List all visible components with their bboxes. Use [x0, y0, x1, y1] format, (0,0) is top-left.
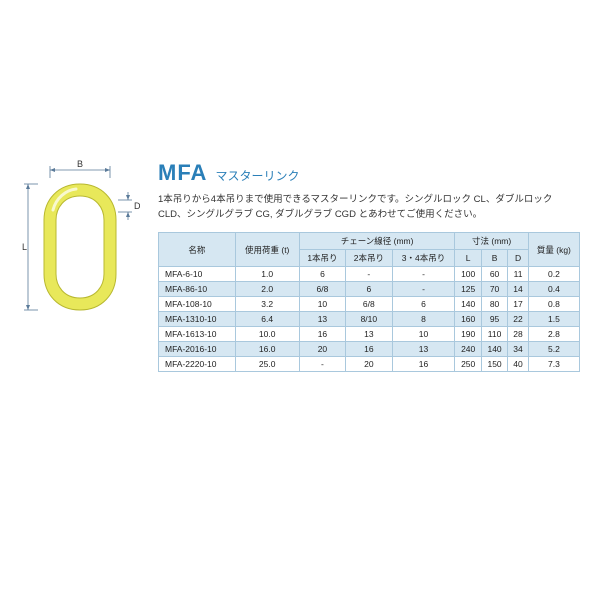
cell-load: 16.0	[235, 342, 299, 357]
cell-l: 100	[455, 267, 481, 282]
cell-c34: 13	[392, 342, 455, 357]
dim-label-b: B	[77, 160, 83, 169]
cell-c2: -	[346, 267, 392, 282]
cell-d: 40	[508, 357, 529, 372]
cell-c1: -	[299, 357, 345, 372]
th-d: D	[508, 250, 529, 267]
cell-load: 2.0	[235, 282, 299, 297]
cell-b: 95	[481, 312, 507, 327]
cell-c2: 6/8	[346, 297, 392, 312]
th-chain-group: チェーン線径 (mm)	[299, 233, 455, 250]
cell-name: MFA-2220-10	[159, 357, 236, 372]
cell-load: 3.2	[235, 297, 299, 312]
cell-b: 80	[481, 297, 507, 312]
th-chain2: 2本吊り	[346, 250, 392, 267]
cell-wt: 0.8	[528, 297, 579, 312]
th-name: 名称	[159, 233, 236, 267]
th-b: B	[481, 250, 507, 267]
cell-c2: 20	[346, 357, 392, 372]
product-subtitle: マスターリンク	[215, 167, 299, 184]
table-row: MFA-1310-106.4138/10816095221.5	[159, 312, 580, 327]
cell-name: MFA-1613-10	[159, 327, 236, 342]
cell-wt: 5.2	[528, 342, 579, 357]
table-row: MFA-6-101.06--10060110.2	[159, 267, 580, 282]
cell-d: 28	[508, 327, 529, 342]
cell-name: MFA-108-10	[159, 297, 236, 312]
cell-l: 190	[455, 327, 481, 342]
cell-c1: 20	[299, 342, 345, 357]
cell-d: 11	[508, 267, 529, 282]
cell-b: 70	[481, 282, 507, 297]
th-chain1: 1本吊り	[299, 250, 345, 267]
cell-l: 250	[455, 357, 481, 372]
th-dim-group: 寸法 (mm)	[455, 233, 528, 250]
table-body: MFA-6-101.06--10060110.2MFA-86-102.06/86…	[159, 267, 580, 372]
cell-d: 22	[508, 312, 529, 327]
text-column: MFA マスターリンク 1本吊りから4本吊りまで使用できるマスターリンクです。シ…	[158, 160, 580, 372]
cell-l: 240	[455, 342, 481, 357]
cell-c1: 6/8	[299, 282, 345, 297]
cell-wt: 1.5	[528, 312, 579, 327]
cell-name: MFA-86-10	[159, 282, 236, 297]
ring-diagram: B D L	[20, 160, 140, 330]
th-load-text: 使用荷重 (t)	[245, 245, 289, 255]
th-weight-text: 質量 (kg)	[537, 245, 571, 255]
table-row: MFA-108-103.2106/8614080170.8	[159, 297, 580, 312]
table-row: MFA-86-102.06/86-12570140.4	[159, 282, 580, 297]
spec-table: 名称 使用荷重 (t) チェーン線径 (mm) 寸法 (mm) 質量 (kg) …	[158, 232, 580, 372]
cell-load: 25.0	[235, 357, 299, 372]
cell-c1: 16	[299, 327, 345, 342]
product-title: MFA	[158, 160, 207, 186]
dim-label-l: L	[22, 242, 27, 252]
product-description: 1本吊りから4本吊りまで使用できるマスターリンクです。シングルロック CL、ダブ…	[158, 192, 580, 222]
cell-c1: 6	[299, 267, 345, 282]
cell-name: MFA-6-10	[159, 267, 236, 282]
cell-c34: -	[392, 267, 455, 282]
th-weight: 質量 (kg)	[528, 233, 579, 267]
cell-d: 34	[508, 342, 529, 357]
cell-b: 60	[481, 267, 507, 282]
layout-row: B D L	[20, 160, 580, 372]
cell-wt: 2.8	[528, 327, 579, 342]
cell-c34: 8	[392, 312, 455, 327]
cell-name: MFA-1310-10	[159, 312, 236, 327]
cell-c2: 8/10	[346, 312, 392, 327]
cell-b: 110	[481, 327, 507, 342]
table-row: MFA-2016-1016.0201613240140345.2	[159, 342, 580, 357]
cell-l: 125	[455, 282, 481, 297]
cell-wt: 7.3	[528, 357, 579, 372]
th-load: 使用荷重 (t)	[235, 233, 299, 267]
cell-c34: 10	[392, 327, 455, 342]
table-row: MFA-1613-1010.0161310190110282.8	[159, 327, 580, 342]
table-header: 名称 使用荷重 (t) チェーン線径 (mm) 寸法 (mm) 質量 (kg) …	[159, 233, 580, 267]
cell-c1: 13	[299, 312, 345, 327]
cell-c2: 13	[346, 327, 392, 342]
cell-c34: 16	[392, 357, 455, 372]
cell-d: 17	[508, 297, 529, 312]
cell-wt: 0.4	[528, 282, 579, 297]
cell-name: MFA-2016-10	[159, 342, 236, 357]
cell-load: 10.0	[235, 327, 299, 342]
title-line: MFA マスターリンク	[158, 160, 580, 186]
cell-wt: 0.2	[528, 267, 579, 282]
th-l: L	[455, 250, 481, 267]
cell-load: 6.4	[235, 312, 299, 327]
cell-l: 140	[455, 297, 481, 312]
cell-load: 1.0	[235, 267, 299, 282]
cell-c34: -	[392, 282, 455, 297]
cell-c34: 6	[392, 297, 455, 312]
cell-b: 150	[481, 357, 507, 372]
cell-l: 160	[455, 312, 481, 327]
product-section: B D L	[20, 160, 580, 372]
dim-label-d: D	[134, 201, 140, 211]
cell-b: 140	[481, 342, 507, 357]
cell-d: 14	[508, 282, 529, 297]
cell-c1: 10	[299, 297, 345, 312]
th-chain34: 3・4本吊り	[392, 250, 455, 267]
cell-c2: 6	[346, 282, 392, 297]
table-row: MFA-2220-1025.0-2016250150407.3	[159, 357, 580, 372]
diagram-column: B D L	[20, 160, 140, 335]
cell-c2: 16	[346, 342, 392, 357]
